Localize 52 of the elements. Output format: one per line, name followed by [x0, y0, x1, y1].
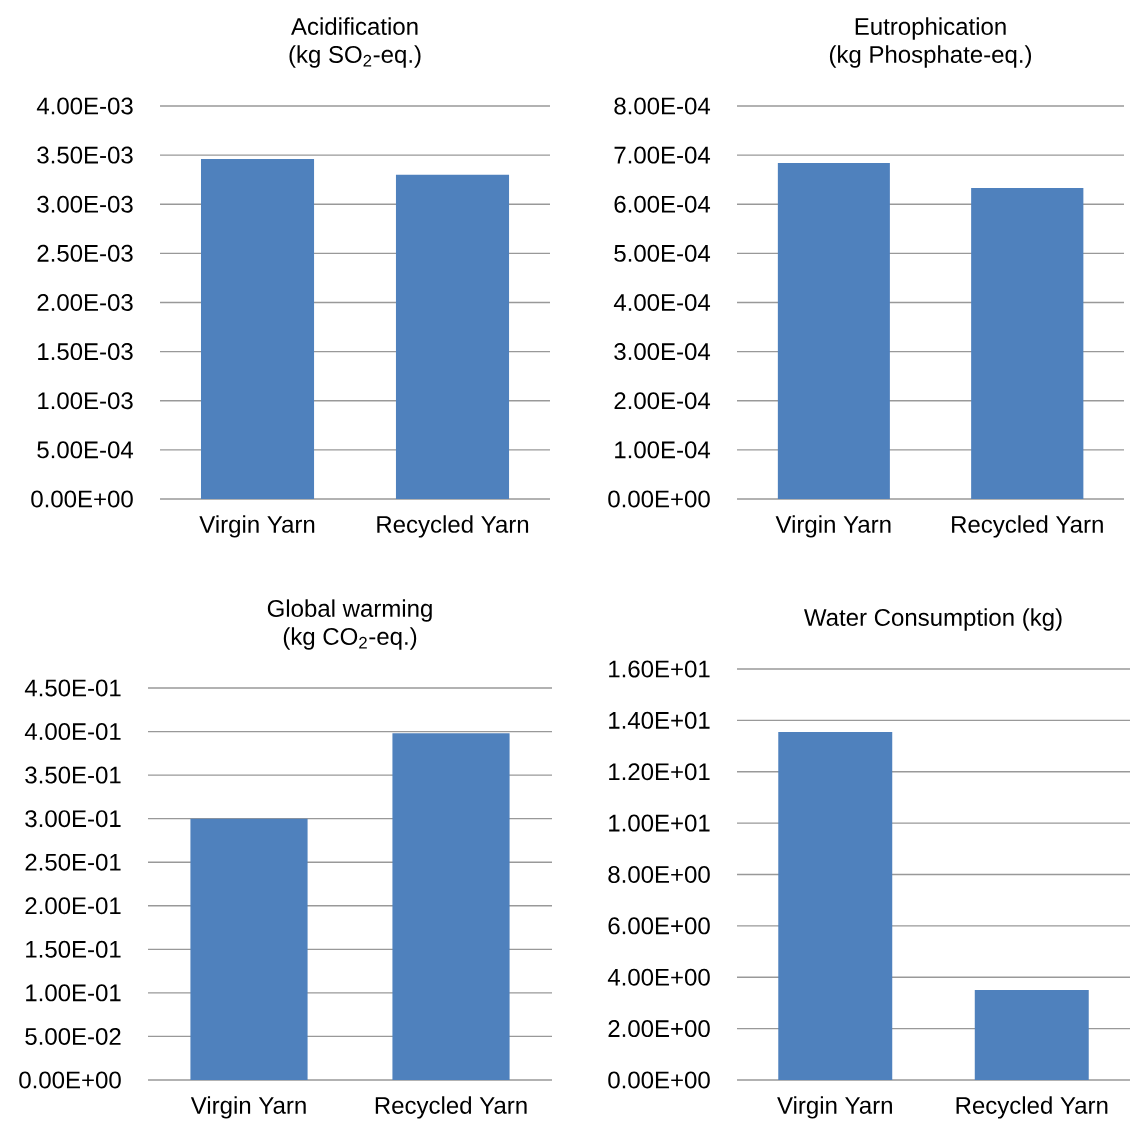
y-tick-label: 0.00E+00 — [31, 490, 133, 508]
y-tick-label: 1.20E+01 — [609, 763, 710, 781]
x-tick-label: Virgin Yarn — [190, 1096, 306, 1119]
y-tick-label: 2.50E-03 — [37, 245, 133, 263]
y-tick-label: 5.00E-02 — [25, 1028, 121, 1046]
y-tick-label: 3.00E-03 — [37, 195, 133, 213]
x-tick-label: Recycled Yarn — [956, 1096, 1108, 1119]
y-tick-label: 7.00E-04 — [614, 146, 711, 164]
x-tick-label: Recycled Yarn — [952, 515, 1103, 538]
chart-title: Eutrophication — [855, 17, 1006, 40]
y-tick-label: 4.50E-01 — [24, 679, 121, 697]
y-tick-label: 2.00E-01 — [25, 897, 121, 915]
y-tick-label: 1.50E-03 — [38, 343, 133, 361]
chart-title: Acidification — [291, 17, 418, 36]
chart-subtitle: (kg SO$_{2}$-eq.) — [289, 45, 421, 68]
y-tick-label: 5.00E-04 — [37, 441, 134, 459]
y-tick-label: 4.00E-04 — [613, 294, 711, 312]
y-tick-label: 1.00E+01 — [609, 814, 710, 832]
y-tick-label: 3.50E-03 — [37, 146, 133, 164]
y-tick-label: 3.00E-01 — [25, 810, 121, 828]
y-tick-label: 5.00E-04 — [614, 245, 711, 263]
y-tick-label: 1.00E-04 — [615, 441, 711, 459]
y-tick-label: 3.50E-01 — [25, 766, 121, 784]
x-tick-label: Virgin Yarn — [775, 515, 891, 538]
y-tick-label: 6.00E+00 — [608, 917, 710, 935]
chart-title: Water Consumption (kg) — [804, 608, 1062, 631]
y-tick-label: 6.00E-04 — [614, 195, 711, 213]
y-tick-label: 4.00E-03 — [36, 97, 133, 115]
y-tick-label: 4.00E+00 — [607, 968, 710, 986]
y-tick-label: 8.00E-04 — [614, 97, 711, 115]
y-tick-label: 3.00E-04 — [614, 343, 711, 361]
y-tick-label: 0.00E+00 — [19, 1071, 121, 1089]
y-tick-label: 1.60E+01 — [609, 660, 710, 678]
y-tick-label: 2.50E-01 — [25, 853, 121, 871]
chart-subtitle: (kg CO$_{2}$-eq.) — [283, 627, 417, 650]
x-tick-label: Recycled Yarn — [377, 515, 529, 538]
y-tick-label: 1.00E-03 — [38, 392, 133, 410]
x-tick-label: Virgin Yarn — [777, 1096, 892, 1119]
x-tick-label: Recycled Yarn — [375, 1096, 527, 1119]
y-tick-label: 1.40E+01 — [609, 712, 710, 730]
y-tick-label: 2.00E-03 — [37, 294, 133, 312]
y-tick-label: 1.50E-01 — [26, 941, 121, 958]
y-tick-label: 2.00E+00 — [608, 1020, 710, 1038]
chart-subtitle: (kg Phosphate-eq.) — [829, 45, 1032, 68]
y-tick-label: 8.00E+00 — [608, 866, 710, 884]
y-tick-label: 4.00E-01 — [24, 723, 121, 741]
y-tick-label: 0.00E+00 — [608, 1071, 710, 1089]
y-tick-label: 2.00E-04 — [614, 392, 711, 410]
chart-title: Global warming — [267, 599, 432, 622]
y-tick-label: 0.00E+00 — [608, 490, 710, 508]
y-tick-label: 1.00E-01 — [26, 984, 121, 1002]
x-tick-label: Virgin Yarn — [199, 515, 315, 538]
